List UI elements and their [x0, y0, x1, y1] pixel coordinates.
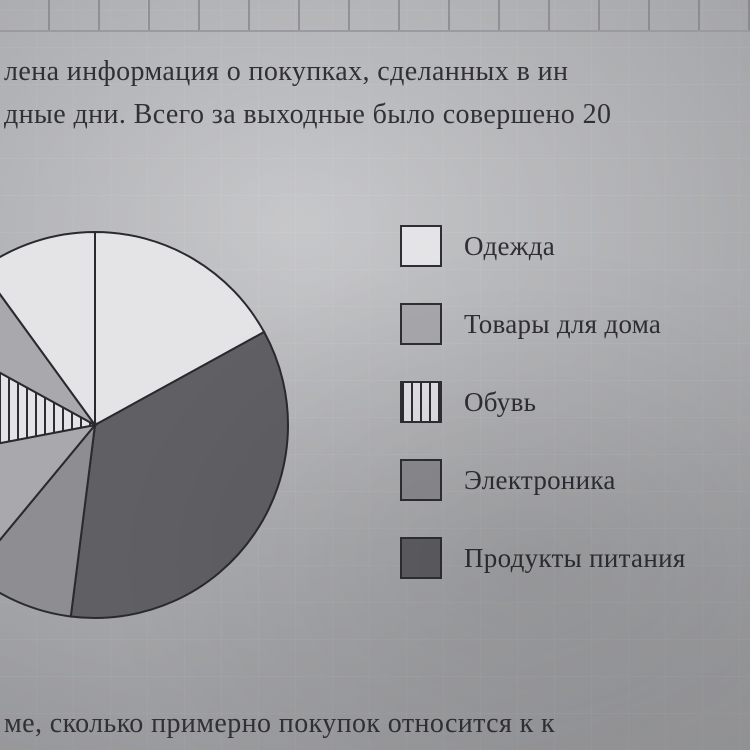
legend-row: Одежда: [400, 225, 740, 267]
legend-row: Продукты питания: [400, 537, 740, 579]
pie-chart-region: [0, 190, 370, 610]
legend-swatch: [400, 303, 442, 345]
legend-swatch: [400, 459, 442, 501]
problem-text-top: лена информация о покупках, сделанных в …: [0, 50, 750, 137]
legend-label: Одежда: [464, 231, 555, 262]
legend-swatch: [400, 537, 442, 579]
legend-swatch: [400, 381, 442, 423]
legend-swatch: [400, 225, 442, 267]
legend-label: Электроника: [464, 465, 616, 496]
legend: Одежда Товары для дома Обувь Электроника Про…: [400, 225, 740, 615]
pie-chart: [0, 230, 290, 620]
problem-text-line2: дные дни. Всего за выходные было соверше…: [4, 93, 746, 136]
legend-label: Продукты питания: [464, 543, 686, 574]
top-ruled-grid: [0, 0, 750, 32]
problem-text-line1: лена информация о покупках, сделанных в …: [4, 50, 746, 93]
legend-label: Обувь: [464, 387, 536, 418]
legend-row: Обувь: [400, 381, 740, 423]
legend-row: Товары для дома: [400, 303, 740, 345]
legend-row: Электроника: [400, 459, 740, 501]
problem-text-bottom: ме, сколько примерно покупок относится к…: [0, 708, 750, 740]
legend-label: Товары для дома: [464, 309, 661, 340]
